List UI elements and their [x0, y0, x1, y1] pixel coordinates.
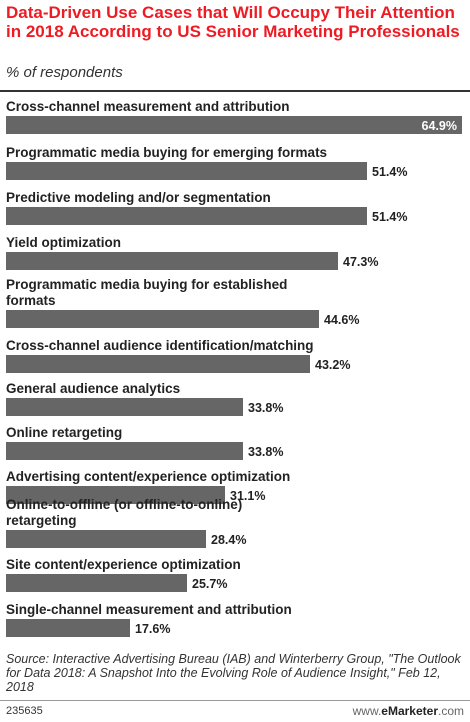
category-label: Site content/experience optimization	[6, 557, 241, 572]
category-label: Online retargeting	[6, 425, 122, 440]
brand-name: eMarketer	[381, 704, 438, 718]
bar	[6, 162, 367, 180]
category-label: Online-to-offline (or offline-to-online)	[6, 497, 242, 512]
brand-logo[interactable]: www.eMarketer.com	[353, 704, 464, 718]
source-note: Source: Interactive Advertising Bureau (…	[6, 652, 461, 694]
bar	[6, 207, 367, 225]
bar	[6, 310, 319, 328]
bar	[6, 619, 130, 637]
chart-title: Data-Driven Use Cases that Will Occupy T…	[6, 3, 460, 41]
category-label: Yield optimization	[6, 235, 121, 250]
header-divider	[0, 90, 470, 92]
bar-chart: Cross-channel measurement and attributio…	[6, 99, 462, 637]
brand-suffix: .com	[437, 704, 464, 718]
value-label: 47.3%	[343, 255, 378, 269]
bar	[6, 574, 187, 592]
value-label: 33.8%	[248, 401, 283, 415]
value-label: 64.9%	[422, 119, 457, 133]
bar	[6, 116, 462, 134]
value-label: 43.2%	[315, 358, 350, 372]
category-label: retargeting	[6, 513, 77, 528]
category-label: formats	[6, 293, 56, 308]
bar	[6, 486, 225, 504]
value-label: 31.1%	[230, 489, 265, 503]
value-label: 51.4%	[372, 210, 407, 224]
bar	[6, 252, 338, 270]
bar	[6, 530, 206, 548]
footer-divider	[0, 700, 470, 701]
bar	[6, 355, 310, 373]
value-label: 51.4%	[372, 165, 407, 179]
value-label: 33.8%	[248, 445, 283, 459]
value-label: 44.6%	[324, 313, 359, 327]
category-label: Cross-channel measurement and attributio…	[6, 99, 290, 114]
brand-prefix: www.	[352, 704, 382, 718]
category-label: Advertising content/experience optimizat…	[6, 469, 290, 484]
category-label: Programmatic media buying for establishe…	[6, 277, 287, 292]
value-label: 17.6%	[135, 622, 170, 636]
category-label: Predictive modeling and/or segmentation	[6, 190, 271, 205]
value-label: 28.4%	[211, 533, 246, 547]
category-label: Programmatic media buying for emerging f…	[6, 145, 327, 160]
chart-subtitle: % of respondents	[6, 64, 123, 81]
category-label: Single-channel measurement and attributi…	[6, 602, 292, 617]
category-label: General audience analytics	[6, 381, 180, 396]
bar	[6, 398, 243, 416]
bar	[6, 442, 243, 460]
chart-id: 235635	[6, 705, 43, 717]
value-label: 25.7%	[192, 577, 227, 591]
category-label: Cross-channel audience identification/ma…	[6, 338, 314, 353]
